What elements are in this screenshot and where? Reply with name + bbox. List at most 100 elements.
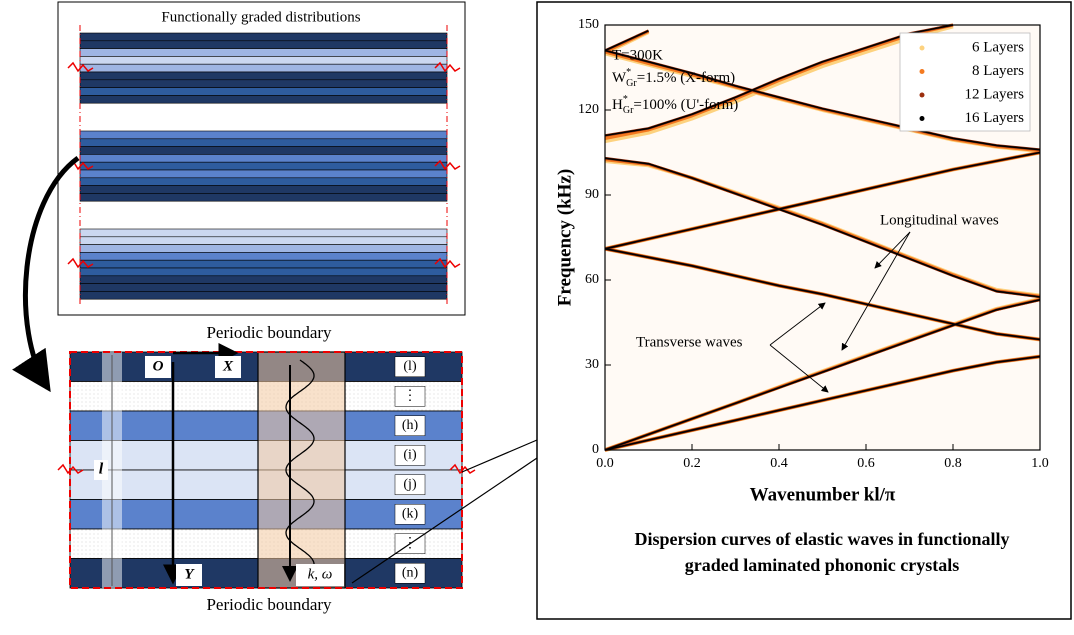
y-tick-label: 30 xyxy=(585,357,599,372)
stacks xyxy=(67,25,461,307)
layer xyxy=(79,275,448,284)
layer xyxy=(79,267,448,277)
layer xyxy=(79,79,448,88)
annotation-part: * xyxy=(626,67,631,78)
layer xyxy=(79,130,448,140)
caption: Dispersion curves of elastic waves in fu… xyxy=(635,529,1010,549)
layer xyxy=(79,146,448,155)
bottom-boundary-label: Periodic boundary xyxy=(206,595,332,614)
connector xyxy=(461,439,538,473)
plot-border xyxy=(604,24,1041,451)
layer-label: (n) xyxy=(402,565,419,580)
x-tick-label: 0.4 xyxy=(770,456,788,471)
boundary-mark xyxy=(449,463,476,475)
layer-label: (i) xyxy=(403,447,417,462)
legend-label: 8 Layers xyxy=(972,63,1024,79)
label-box xyxy=(394,386,426,407)
x-tick-label: 0.6 xyxy=(857,456,875,471)
label-box xyxy=(394,474,426,495)
x-axis-title: Wavenumber kl/π xyxy=(750,484,896,505)
legend-label: 16 Layers xyxy=(964,110,1024,126)
thickness-label: l xyxy=(99,461,104,478)
y-tick-label: 0 xyxy=(592,442,599,457)
chart-panel: 0.0 0.2 0.4 0.6 0.8 1.0 0 30 60 90 120 150 Wavenumbe… xyxy=(536,1,1072,620)
legend-swatch xyxy=(919,45,925,51)
layer xyxy=(79,87,448,96)
dispersion-curve xyxy=(604,49,1041,151)
x-tick-label: 0.0 xyxy=(596,456,614,471)
layer xyxy=(79,236,448,245)
caption: graded laminated phononic crystals xyxy=(685,555,960,575)
legend-label: 12 Layers xyxy=(964,86,1024,102)
curved-arrow xyxy=(12,155,80,393)
label-bg xyxy=(878,211,1028,231)
dispersion-curve xyxy=(604,248,1041,341)
connector xyxy=(351,457,538,584)
wave-label: k, ω xyxy=(308,566,333,582)
annotation: Longitudinal waves xyxy=(880,212,999,228)
panel-title: Functionally graded distributions xyxy=(161,9,360,25)
dispersion-curve xyxy=(604,299,1041,451)
annotation-arrow xyxy=(874,231,911,269)
y-tick-label: 90 xyxy=(585,187,599,202)
boundary-mark xyxy=(57,463,84,475)
layer xyxy=(79,169,448,179)
annotation: H* Gr=100% (U'-form) xyxy=(612,94,738,116)
dispersion-curve xyxy=(604,151,1041,250)
annotation: W* Gr=1.5% (X-form) xyxy=(612,67,735,89)
layer xyxy=(79,283,448,292)
layer-label: (k) xyxy=(402,506,419,521)
y-tick-label: 60 xyxy=(585,272,599,287)
axis-label: X xyxy=(222,358,234,374)
layer xyxy=(79,185,448,194)
layer-label: (h) xyxy=(402,418,419,433)
dispersion-curve xyxy=(604,24,954,137)
y-axis-title: Frequency (kHz) xyxy=(554,169,575,306)
label-box xyxy=(94,460,108,480)
legend-label: 6 Layers xyxy=(972,39,1024,55)
layer xyxy=(79,259,448,269)
label-box xyxy=(394,563,426,584)
layer xyxy=(79,48,448,57)
layer xyxy=(79,71,448,81)
dispersion-curve xyxy=(604,29,649,52)
annotation-part: =100% (U'-form) xyxy=(633,97,738,113)
layer xyxy=(79,252,448,261)
label-box xyxy=(394,504,426,525)
annotation-part: H xyxy=(612,97,623,113)
wave xyxy=(285,359,315,581)
x-tick-label: 0.8 xyxy=(944,456,962,471)
x-tick-label: 0.2 xyxy=(683,456,701,471)
left-panel: Functionally graded distributions Period… xyxy=(12,1,476,614)
dispersion-curve xyxy=(604,157,1041,298)
annotation-part: * xyxy=(623,94,628,105)
layer xyxy=(79,161,448,171)
layer xyxy=(79,138,448,147)
annotation: Transverse waves xyxy=(636,334,743,350)
annotation: T=300K xyxy=(612,47,663,63)
layer xyxy=(79,244,448,253)
label-box xyxy=(145,356,171,378)
annotation-part: Gr xyxy=(626,78,637,89)
layer-label: (l) xyxy=(403,359,417,374)
annotation-part: Gr xyxy=(623,105,634,116)
label-box xyxy=(394,356,426,377)
layer xyxy=(79,32,448,42)
x-tick-label: 1.0 xyxy=(1031,456,1049,471)
layer-label: (j) xyxy=(403,477,417,492)
label-box xyxy=(394,415,426,436)
layer xyxy=(79,40,448,49)
boundary-mark xyxy=(434,159,461,171)
label-box xyxy=(215,356,241,378)
annotation-part: W xyxy=(612,70,627,86)
axis-label: O xyxy=(153,358,164,374)
axis-label: Y xyxy=(184,566,195,582)
layer xyxy=(79,95,448,104)
layer xyxy=(79,154,448,163)
layer xyxy=(79,56,448,65)
annotation-arrow xyxy=(769,302,826,346)
y-tick-label: 150 xyxy=(578,17,599,32)
label-box xyxy=(394,445,426,466)
